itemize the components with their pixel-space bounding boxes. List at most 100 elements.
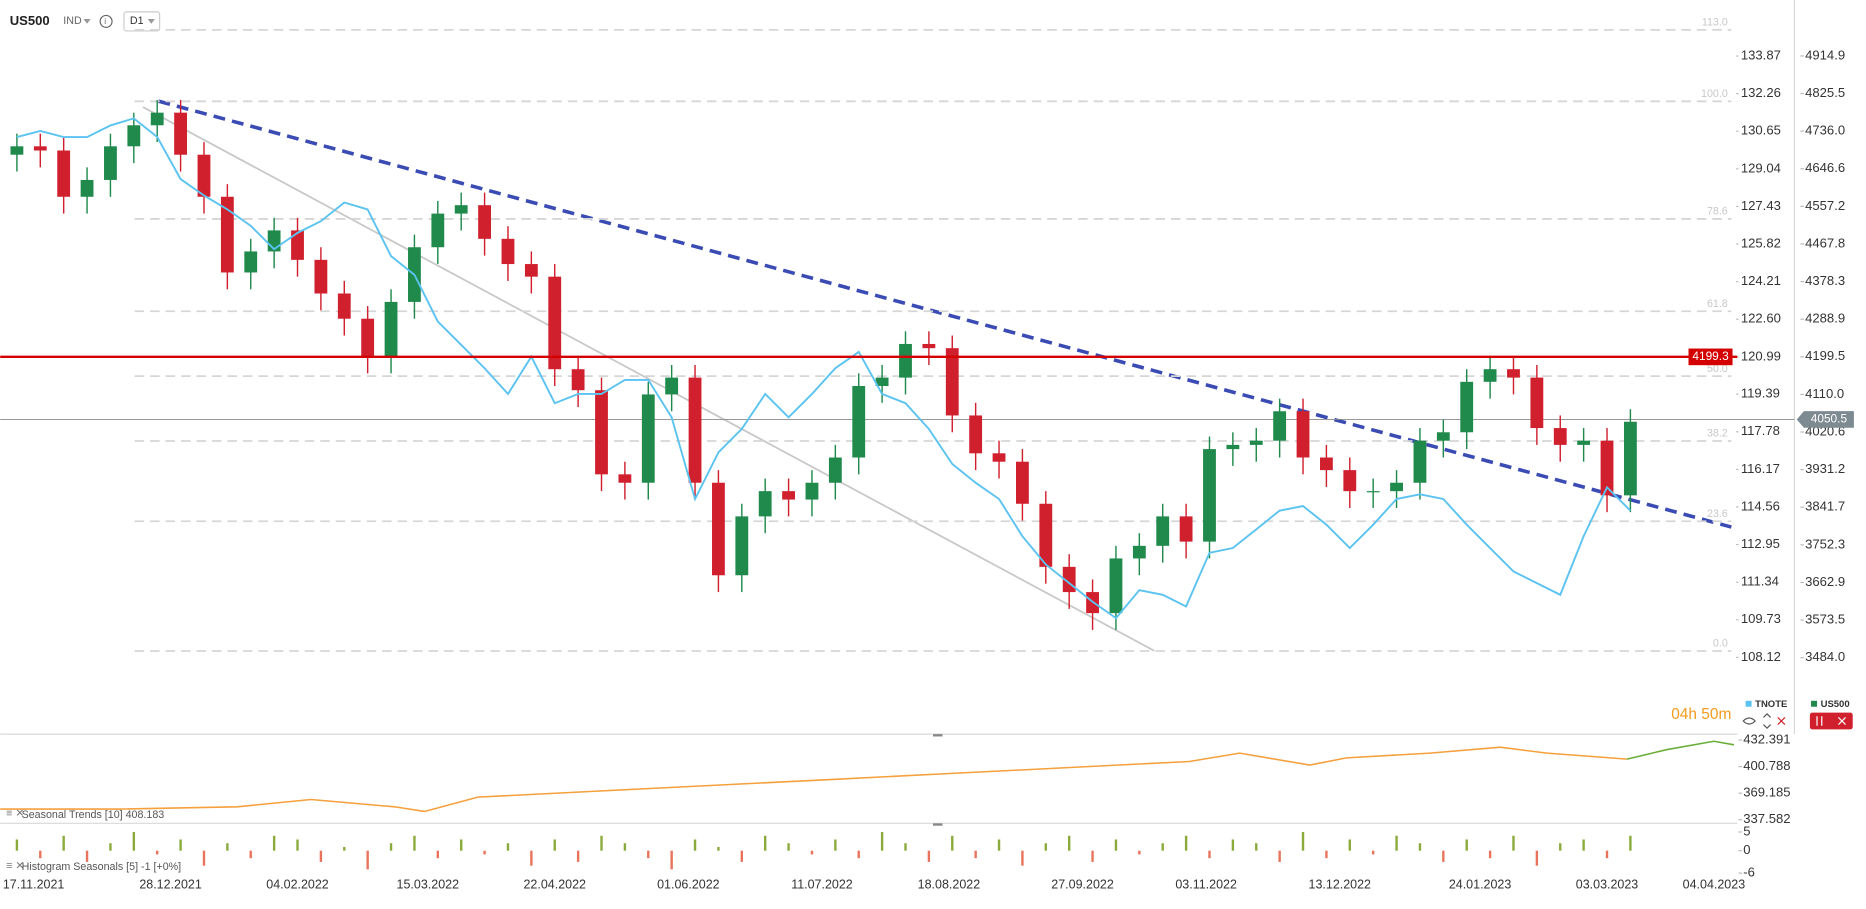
x-tick-label: 04.04.2023 xyxy=(1683,878,1746,892)
panel-icons[interactable]: ≡ ✕ xyxy=(6,808,24,820)
series-controls[interactable] xyxy=(1809,712,1853,730)
histogram-bar xyxy=(1021,850,1024,866)
candle-body xyxy=(665,377,679,395)
candle-body xyxy=(1530,377,1544,429)
candle-body xyxy=(150,112,164,126)
controls-icons xyxy=(1816,716,1846,726)
histogram-bar xyxy=(1418,843,1422,851)
candle-body xyxy=(875,377,889,387)
y-tick-label: 5 xyxy=(1743,823,1750,838)
symbol[interactable]: US500 xyxy=(10,13,50,28)
histogram-bar xyxy=(1605,850,1609,859)
trendline-dashed[interactable] xyxy=(157,99,1732,529)
histogram-bar xyxy=(717,846,720,851)
series-line xyxy=(16,117,1632,620)
x-tick-label: 15.03.2022 xyxy=(397,878,460,892)
histogram-bar xyxy=(1442,850,1445,862)
histogram-bar xyxy=(951,835,954,851)
y-tick-label: 4467.8 xyxy=(1805,235,1845,250)
y-tick-label: 4199.5 xyxy=(1805,348,1845,363)
histogram-bar xyxy=(600,835,603,851)
histogram-bar xyxy=(1278,850,1281,862)
candle-body xyxy=(1296,411,1310,458)
info-icon[interactable] xyxy=(99,14,113,28)
histogram-bar xyxy=(296,839,299,851)
candle-body xyxy=(1109,558,1123,614)
fib-label: 78.6 xyxy=(1707,206,1728,218)
histogram-bar xyxy=(85,850,89,862)
candle-body xyxy=(1273,411,1287,441)
price-tag-label: 4050.5 xyxy=(1811,412,1848,426)
candle-body xyxy=(33,146,47,151)
y-tick-label: 3931.2 xyxy=(1805,461,1845,476)
histogram-bar xyxy=(109,843,112,851)
panel-icons[interactable]: ≡ ✕ xyxy=(6,860,24,872)
candle-body xyxy=(220,196,234,273)
y2-tick-label: 133.87 xyxy=(1741,47,1781,62)
histogram-bar xyxy=(1559,843,1562,851)
price-tag xyxy=(1796,411,1854,428)
y2-tick-label: 114.56 xyxy=(1741,498,1780,513)
candle-body xyxy=(548,276,562,370)
y2-tick-label: 124.21 xyxy=(1741,273,1781,288)
y2-tick-label: 129.04 xyxy=(1741,160,1781,175)
y2-tick-label: 116.17 xyxy=(1741,461,1780,476)
panel-title: Seasonal Trends [10] 408.183 xyxy=(22,809,165,821)
candle-body xyxy=(641,394,655,483)
x-tick-label: 24.01.2023 xyxy=(1449,878,1512,892)
dropdown-icon[interactable] xyxy=(83,19,91,24)
histogram-bar xyxy=(1044,843,1047,851)
histogram-bar xyxy=(1255,843,1258,851)
candle-body xyxy=(501,238,515,265)
histogram-bar xyxy=(156,850,159,855)
candle-body xyxy=(337,293,351,319)
candle-body xyxy=(57,150,71,197)
candle-body xyxy=(244,251,258,273)
y-tick-label: 4736.0 xyxy=(1805,123,1845,138)
histogram-bar xyxy=(1301,832,1305,851)
candle-body xyxy=(361,318,375,357)
candle-body xyxy=(1436,432,1450,441)
candle-body xyxy=(454,205,468,214)
histogram-bar xyxy=(787,843,790,851)
candle-body xyxy=(922,343,936,349)
remove-icon[interactable] xyxy=(1777,717,1786,726)
legend-swatch xyxy=(1745,700,1752,707)
legend: TNOTE US500 xyxy=(1745,699,1850,710)
histogram-bar xyxy=(1325,850,1328,859)
timeframe: D1 xyxy=(130,15,144,27)
candle-body xyxy=(1179,516,1193,542)
y-tick-label: 337.582 xyxy=(1743,811,1790,826)
candle-body xyxy=(992,453,1006,462)
histogram-bar xyxy=(343,846,346,851)
fib-label: 100.0 xyxy=(1701,88,1728,100)
histogram-bar xyxy=(1582,839,1585,851)
histogram-bar xyxy=(997,839,1001,851)
candle-body xyxy=(712,482,725,576)
histogram-bar xyxy=(272,835,276,851)
timeframe-select[interactable] xyxy=(123,11,161,32)
fib-label: 0.0 xyxy=(1713,638,1728,650)
x-tick-label: 04.02.2022 xyxy=(266,878,329,892)
x-tick-label: 03.03.2023 xyxy=(1576,878,1639,892)
histogram-bar xyxy=(39,850,42,859)
candle-body xyxy=(1413,440,1427,483)
y-tick-label: 0 xyxy=(1743,842,1750,857)
candle-body xyxy=(384,301,398,357)
histogram-bar xyxy=(132,832,136,851)
candle-body xyxy=(1460,381,1474,433)
visibility-icon[interactable] xyxy=(1742,717,1756,725)
y-tick-label: 4914.9 xyxy=(1805,47,1845,62)
candle-body xyxy=(969,415,983,454)
histogram-bar xyxy=(647,850,650,859)
candle-body xyxy=(1600,440,1614,496)
y-tick-label: 4557.2 xyxy=(1805,198,1845,213)
y-tick-label: 3573.5 xyxy=(1805,612,1845,627)
reorder-icon[interactable] xyxy=(1763,713,1772,729)
histogram-bar xyxy=(1114,839,1118,851)
y-tick-label: 4825.5 xyxy=(1805,85,1845,100)
histogram-bar xyxy=(834,839,837,851)
histogram-bar xyxy=(1395,835,1398,851)
candle-body xyxy=(595,390,608,475)
y2-tick-label: 117.78 xyxy=(1741,423,1780,438)
